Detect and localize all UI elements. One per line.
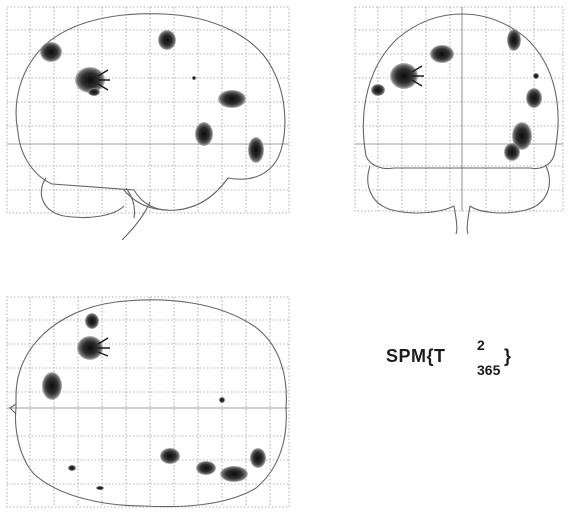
statistic-superscript: 2 [477,337,485,353]
axial-activation-clusters [42,313,266,490]
sagittal-cerebellum-outline [121,189,169,241]
statistic-subscript: 365 [477,362,501,378]
sagittal-brain-outline [15,13,286,211]
statistic-prefix: SPM{T [386,346,446,366]
coronal-brainstem-outline [453,205,471,235]
sagittal-grid [6,6,290,214]
sagittal-temporal-outline [40,177,125,219]
coronal-activation-clusters [371,29,542,161]
axial-brain-outline [15,299,287,508]
sagittal-brainstem-outline [125,187,136,219]
sagittal-view [6,6,290,242]
spm-statistic-label: SPM{T 2 365 } [386,337,536,397]
coronal-view [354,6,564,238]
axial-side-notch [9,403,17,415]
sagittal-activation-clusters [40,30,264,163]
axial-view [6,296,290,510]
coronal-brain-outline [362,13,559,170]
coronal-lower-outline [367,165,550,214]
statistic-suffix: } [504,346,512,366]
coronal-grid [354,6,564,212]
